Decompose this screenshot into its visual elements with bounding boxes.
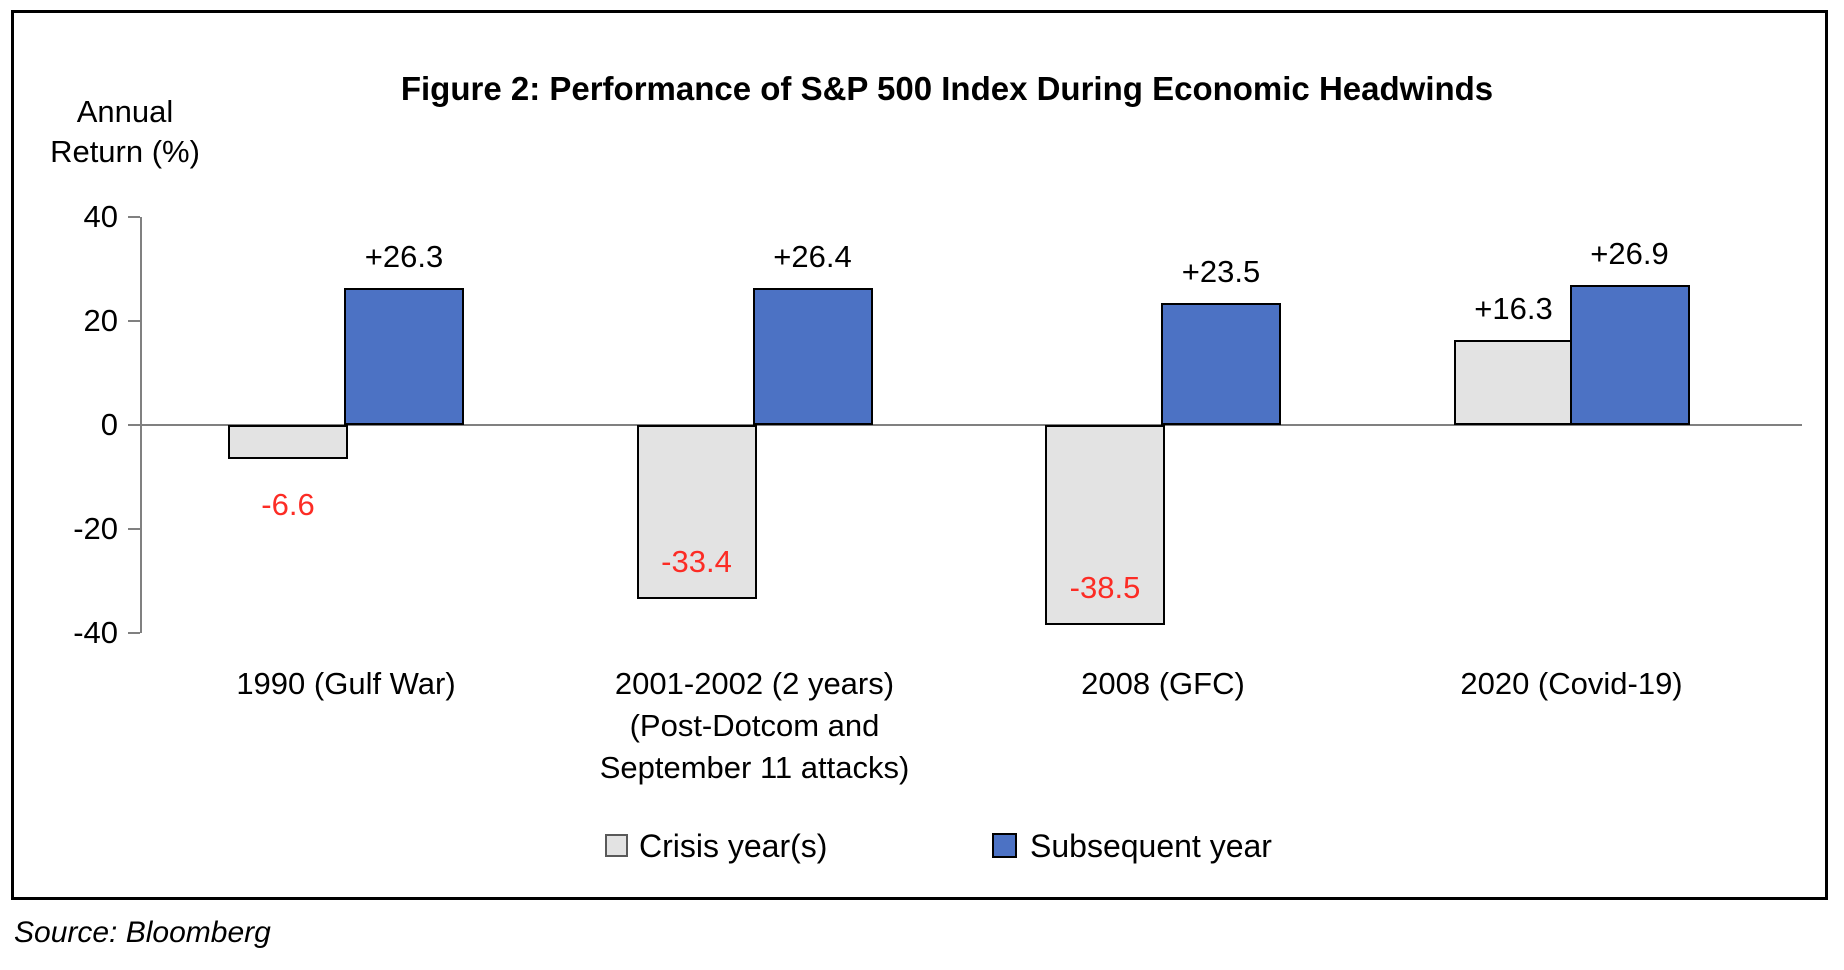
y-axis-tick-label: 40 — [83, 199, 118, 234]
source-note: Source: Bloomberg — [14, 916, 271, 949]
y-axis-tick — [128, 216, 140, 218]
y-axis-title-line1: Annual — [76, 94, 174, 129]
bar-value-label: -38.5 — [1069, 570, 1141, 606]
crisis-bar — [228, 425, 348, 460]
bar-value-label: +26.3 — [364, 239, 444, 275]
y-axis-line — [140, 217, 142, 633]
crisis-bar — [1045, 425, 1165, 626]
x-category-label-line: 2001-2002 (2 years) — [614, 666, 895, 701]
bar-value-label: +26.9 — [1590, 236, 1669, 272]
y-axis-tick — [128, 424, 140, 426]
x-category-label: 2001-2002 (2 years) (Post-Dotcom and Septe… — [525, 663, 985, 789]
y-axis-tick-label: 0 — [100, 407, 118, 442]
y-axis-tick — [128, 632, 140, 634]
x-axis-baseline — [142, 424, 1802, 426]
subsequent-bar — [1569, 285, 1690, 425]
y-axis-tick-label: -40 — [73, 615, 118, 650]
x-category-label-line: September 11 attacks) — [599, 750, 910, 785]
subsequent-bar — [344, 288, 464, 425]
x-category-label-line: 2020 (Covid-19) — [1460, 666, 1683, 701]
y-axis-title-line2: Return (%) — [50, 134, 200, 169]
y-axis-tick — [128, 528, 140, 530]
legend-label-crisis: Crisis year(s) — [639, 828, 828, 864]
x-category-label-line: 2008 (GFC) — [1081, 666, 1245, 701]
bar-value-label: +23.5 — [1181, 253, 1261, 289]
legend-label-subsequent: Subsequent year — [1030, 828, 1272, 864]
bar-value-label: -33.4 — [661, 543, 732, 579]
legend-swatch-crisis — [605, 834, 628, 857]
bar-value-label: +26.4 — [773, 238, 852, 274]
y-axis-tick — [128, 320, 140, 322]
x-category-label: 1990 (Gulf War) — [116, 663, 576, 705]
chart-title: Figure 2: Performance of S&P 500 Index D… — [400, 70, 1494, 107]
y-axis-title: Annual Return (%) — [30, 92, 220, 172]
crisis-bar — [1453, 340, 1574, 425]
bar-value-label: +16.3 — [1474, 291, 1553, 327]
x-category-label-line: (Post-Dotcom and — [629, 708, 880, 743]
legend-swatch-subsequent — [992, 833, 1017, 858]
subsequent-bar — [1161, 302, 1281, 425]
crisis-bar — [636, 425, 757, 599]
x-category-label: 2020 (Covid-19) — [1342, 663, 1802, 705]
y-axis-tick-label: 20 — [83, 303, 118, 338]
y-axis-tick-label: -20 — [73, 511, 118, 546]
x-category-label: 2008 (GFC) — [933, 663, 1393, 705]
x-category-label-line: 1990 (Gulf War) — [236, 666, 456, 701]
bar-value-label: -6.6 — [261, 487, 315, 523]
subsequent-bar — [752, 287, 873, 425]
